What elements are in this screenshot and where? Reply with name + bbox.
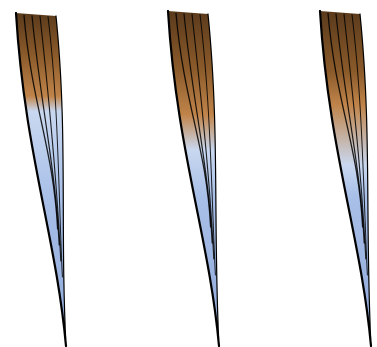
brush-right-edge	[207, 13, 220, 347]
bristle-line	[343, 13, 367, 260]
bristle-line	[39, 15, 62, 262]
brush-stroke-1	[14, 11, 68, 347]
brush-body	[16, 13, 66, 346]
brush-left-edge	[318, 9, 373, 347]
brush-stroke-3	[318, 9, 373, 347]
brush-left-edge	[166, 9, 221, 347]
bristle-line	[191, 13, 215, 260]
brush-body	[320, 11, 371, 346]
brush-stroke-2	[166, 9, 221, 347]
bristle-line	[199, 14, 216, 276]
brush-right-edge	[359, 13, 372, 347]
bristle-line	[351, 14, 368, 276]
brush-left-edge	[14, 11, 68, 347]
bristle-line	[47, 16, 63, 278]
brush-body	[168, 11, 219, 346]
brush-right-edge	[55, 15, 67, 347]
bristle-line	[183, 13, 213, 244]
bristle-line	[31, 15, 60, 246]
bristle-line	[335, 13, 365, 244]
